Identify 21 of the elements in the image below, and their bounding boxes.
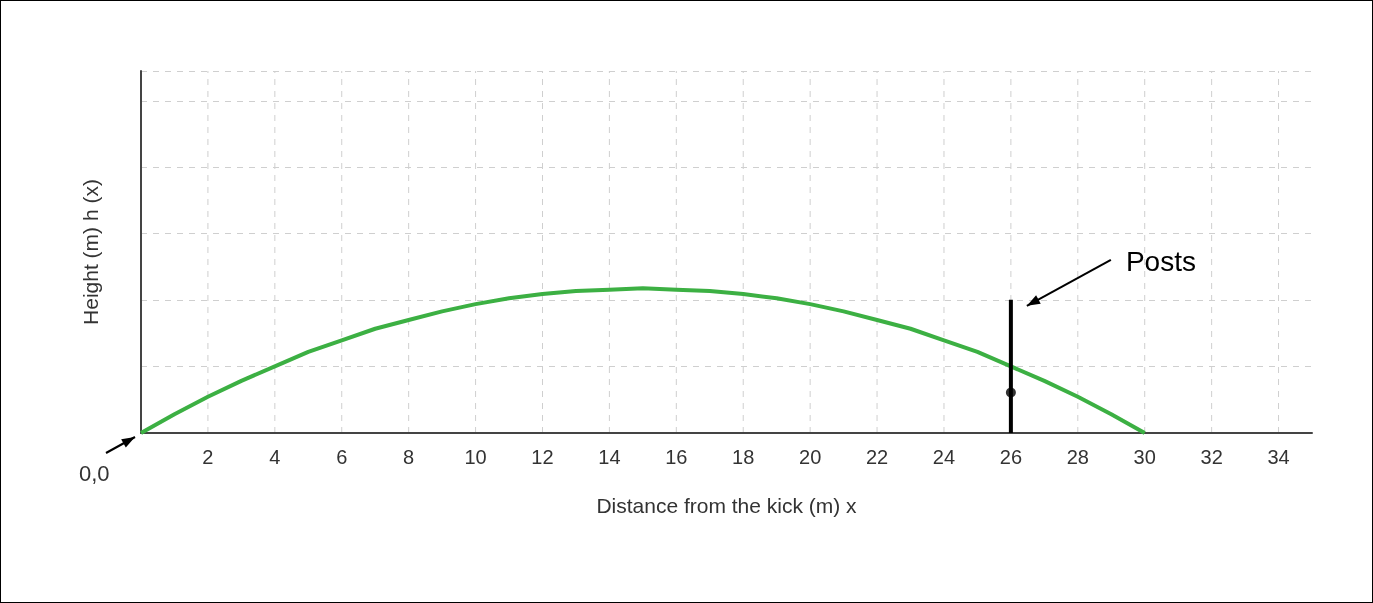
x-tick-label: 32 (1200, 446, 1223, 468)
x-tick-label: 30 (1133, 446, 1156, 468)
x-tick-label: 6 (336, 446, 348, 468)
x-tick-label: 34 (1267, 446, 1290, 468)
x-tick-label: 18 (732, 446, 755, 468)
text: 0,0 (79, 460, 110, 486)
x-tick-label: 28 (1066, 446, 1089, 468)
x-tick-label: 10 (464, 446, 487, 468)
x-tick-label: 20 (799, 446, 822, 468)
x-tick-label: 14 (598, 446, 621, 468)
x-tick-label: 8 (403, 446, 415, 468)
x-tick-label: 16 (665, 446, 688, 468)
x-tick-label: 24 (932, 446, 956, 468)
text: Posts (1125, 246, 1196, 278)
x-tick-label: 2 (202, 446, 214, 468)
x-tick-label: 4 (269, 446, 281, 468)
x-tick-label: 22 (865, 446, 889, 468)
x-tick-label: 12 (531, 446, 554, 468)
x-tick-label: 26 (999, 446, 1023, 468)
y-axis-title: Height (m) h (x) (79, 179, 102, 325)
x-axis-title: Distance from the kick (m) x (596, 494, 858, 517)
